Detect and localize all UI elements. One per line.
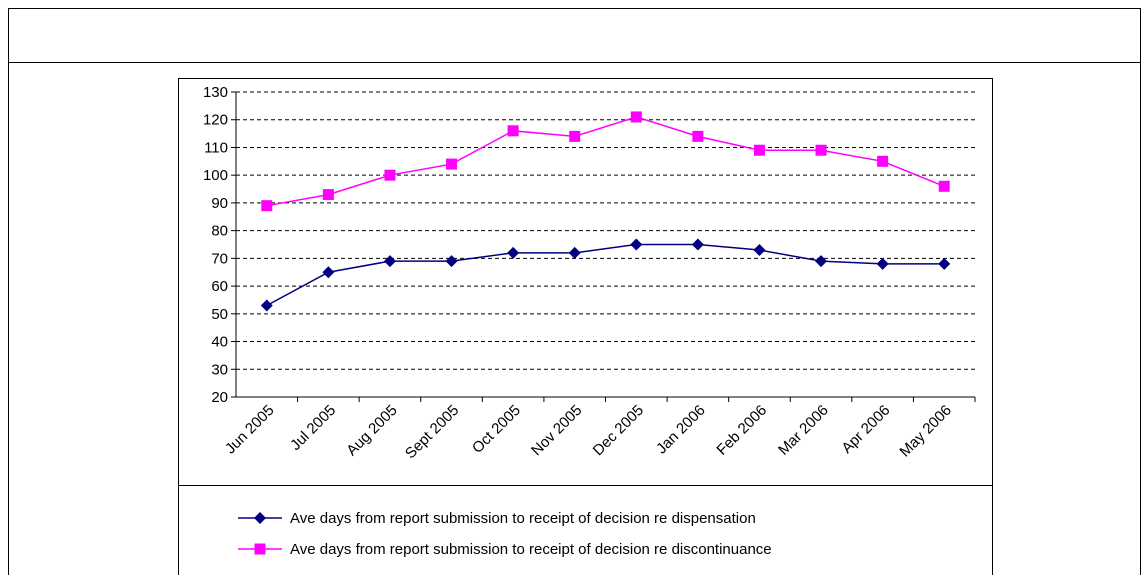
- marker: [753, 244, 766, 257]
- marker: [322, 189, 334, 201]
- marker: [630, 111, 642, 123]
- marker: [568, 246, 581, 259]
- y-tick-label: 120: [203, 112, 228, 129]
- legend-marker: [254, 512, 266, 524]
- marker: [261, 200, 273, 212]
- marker: [507, 246, 520, 259]
- marker: [938, 180, 950, 192]
- marker: [753, 144, 765, 156]
- marker: [260, 299, 273, 312]
- line: [266, 243, 945, 307]
- marker: [877, 155, 889, 167]
- marker: [876, 257, 889, 270]
- legend-label: Ave days from report submission to recei…: [290, 510, 756, 527]
- legend-label: Ave days from report submission to recei…: [290, 541, 772, 558]
- marker: [569, 130, 581, 142]
- marker: [815, 255, 828, 268]
- marker: [692, 130, 704, 142]
- legend-marker: [254, 543, 266, 555]
- y-tick-label: 100: [203, 167, 228, 184]
- marker: [938, 257, 951, 270]
- y-tick-label: 90: [211, 195, 228, 212]
- marker: [322, 266, 335, 279]
- y-tick-label: 110: [204, 139, 228, 156]
- marker: [815, 144, 827, 156]
- y-tick-label: 60: [211, 278, 228, 295]
- frame: [8, 8, 1141, 575]
- marker: [630, 238, 643, 251]
- y-tick-label: 130: [203, 84, 228, 101]
- marker: [507, 125, 519, 137]
- marker: [384, 169, 396, 181]
- marker: [445, 255, 458, 268]
- y-tick-label: 70: [211, 250, 228, 267]
- marker: [446, 158, 458, 170]
- marker: [691, 238, 704, 251]
- y-tick-label: 80: [211, 223, 228, 240]
- y-tick-label: 30: [211, 361, 228, 378]
- legend-box: [178, 485, 993, 575]
- marker: [383, 255, 396, 268]
- line: [266, 116, 945, 207]
- y-tick-label: 40: [211, 334, 228, 351]
- y-tick-label: 20: [211, 389, 228, 406]
- y-tick-label: 50: [211, 306, 228, 323]
